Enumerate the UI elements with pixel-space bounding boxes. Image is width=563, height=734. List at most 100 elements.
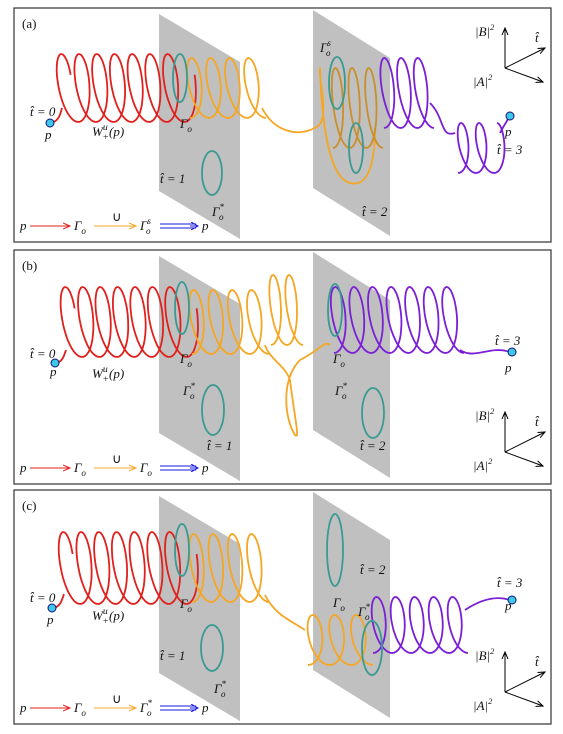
gamma-o2: Γo [332,595,345,613]
manifold-sup: u [103,606,108,617]
equilibrium-point [47,603,57,613]
orbit-curve [264,342,331,437]
orbit-curve [55,53,197,123]
legend-start: p [19,218,27,233]
p-start: p [49,364,57,379]
manifold-after: (p) [109,608,124,623]
panel-label: (b) [22,258,37,273]
manifold-base: W [92,124,104,139]
manifold-sub: + [102,616,109,627]
axis-b-label-sup: 2 [490,23,494,32]
t1: t̂ = 1 [207,438,232,453]
axis-a-label: |A|2 [473,457,492,473]
gamma-star1: Γ* o [213,679,226,699]
t0: t̂ = 0 [30,346,56,361]
axis-arrow [504,451,543,466]
p-start: p [46,612,54,627]
gamma-star2-base: Γ [357,604,366,619]
gamma-o2-base: Γ [332,595,341,610]
legend-target-sub: o [147,468,152,478]
equilibrium-point [507,347,517,357]
gamma-star2-sub: o [342,391,347,401]
panel: (c)t̂ = 0p Wu +(p)Γot̂ = 1Γ* ot̂ = 2Γo Γ* ot̂… [13,489,552,725]
legend-target: Γo [139,460,152,478]
t2: t̂ = 2 [360,562,386,577]
axis-arrow [504,432,545,453]
cycle-curve [174,523,190,577]
legend-target-sup: * [147,698,152,708]
gamma-star2: Γ* o [357,602,370,622]
orbit-curve [264,594,306,631]
gamma-o1-base: Γ [179,116,188,131]
gamma-s2-sup: s [327,38,331,48]
legend-target-sub: o [147,708,152,718]
gamma-o1-sub: o [187,604,192,614]
gamma-star1-sub: o [219,212,224,222]
equilibrium-point [50,358,60,368]
legend-end: p [201,460,209,475]
gamma-star1-sub: o [221,689,226,699]
axis-t-label: t̂ [535,654,539,669]
legend-mid-sub: o [81,708,86,718]
gamma-o1: Γo [179,596,192,614]
gamma-star1-base: Γ [213,681,222,696]
legend-end: p [201,700,209,715]
equilibrium-point [507,595,517,605]
t2: t̂ = 2 [360,438,386,453]
panel: (a)t̂ = 0p Wu +(p)Γot̂ = 1Γ* oΓs ot̂ = 2t̂ =… [13,7,552,243]
gamma-o1-base: Γ [179,351,188,366]
p-end: p [504,598,512,613]
axis-t-label: t̂ [535,414,539,429]
orbit-curve [57,531,199,605]
legend-target-sub: o [146,226,151,236]
panel-frame [13,7,552,243]
panel-frame [13,489,552,725]
axis-a-label-sup: 2 [488,73,492,82]
gamma-o1: Γo [179,351,192,369]
axis-arrow [504,672,545,693]
axis-b-label-sup: 2 [490,407,494,416]
orbit-curve [429,102,456,135]
orbit-curve [464,597,511,611]
t0: t̂ = 0 [30,104,56,119]
panel-label: (c) [22,498,36,513]
cycle-curve [327,283,343,337]
legend-mid-sub: o [81,226,86,236]
cycle-curve [172,53,188,103]
manifold-sup: u [103,364,108,375]
orbit-curve [370,596,469,654]
orbit-curve [329,286,465,354]
section-plane [159,14,240,239]
t0: t̂ = 0 [30,590,56,605]
legend-target-base: Γ [139,700,148,715]
gamma-star1-base: Γ [182,383,191,398]
gamma-o1: Γo [179,116,192,134]
manifold-sub: + [102,374,109,385]
gamma-o1-sub: o [187,124,192,134]
section-plane [313,492,390,718]
manifold-base: W [92,366,104,381]
section-plane [313,10,390,236]
gamma-s2-base: Γ [319,40,328,55]
legend-target-base: Γ [139,460,148,475]
axis-a-label-base: |A| [473,458,488,473]
axis-b-label: |B|2 [475,407,494,423]
gamma-star2-sup: * [365,602,370,612]
axis-a-label: |A|2 [473,73,492,89]
legend-target-base: Γ [139,218,148,233]
manifold-after: (p) [109,366,124,381]
legend-union: ∪ [112,209,122,224]
orbit-curve [261,67,376,185]
legend-target: Γ* o [139,698,152,718]
t2: t̂ = 2 [362,204,388,219]
legend-union: ∪ [112,451,122,466]
orbit-curve [379,57,435,129]
manifold: Wu +(p) [92,122,124,143]
t1: t̂ = 1 [160,171,185,186]
gamma-star1: Γ* o [182,381,195,401]
t3: t̂ = 3 [497,142,523,157]
manifold-sup: u [103,122,108,133]
gamma-star1-sub: o [190,391,195,401]
cycle-curve [174,281,190,335]
